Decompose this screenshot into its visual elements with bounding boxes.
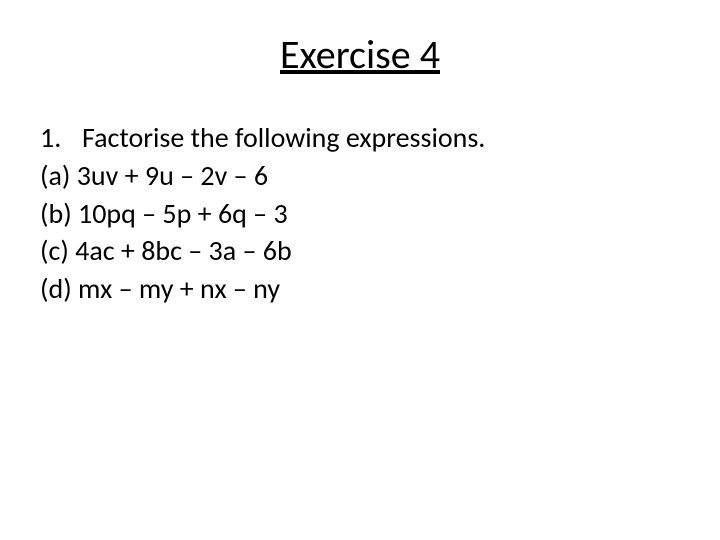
item-a: (a) 3uv + 9u – 2v – 6 xyxy=(40,157,680,195)
content-block: 1. Factorise the following expressions. … xyxy=(40,119,680,308)
slide: Exercise 4 1. Factorise the following ex… xyxy=(0,0,720,540)
item-b: (b) 10pq – 5p + 6q – 3 xyxy=(40,195,680,233)
item-d: (d) mx – my + nx – ny xyxy=(40,270,680,308)
question-prompt: Factorise the following expressions. xyxy=(82,119,485,157)
item-c: (c) 4ac + 8bc – 3a – 6b xyxy=(40,232,680,270)
question-number: 1. xyxy=(40,119,82,157)
question-row: 1. Factorise the following expressions. xyxy=(40,119,680,157)
slide-title: Exercise 4 xyxy=(40,30,680,79)
